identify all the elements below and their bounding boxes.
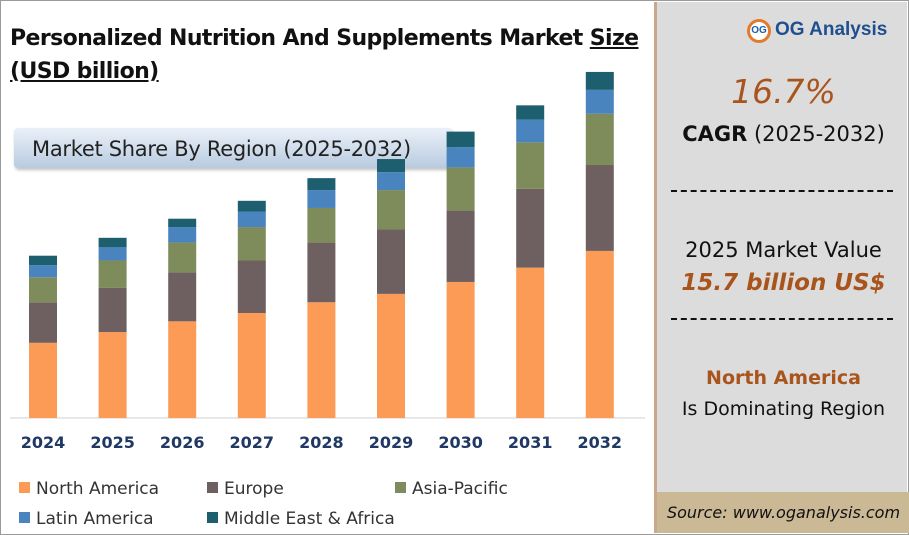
x-tick-label: 2027: [230, 433, 275, 452]
bar-segment-middle-east-africa-2026: [168, 218, 197, 228]
bar-segment-asia-pacific-2028: [307, 207, 336, 243]
dominating-text: Is Dominating Region: [681, 398, 886, 420]
bar-segment-north-america-2031: [516, 267, 545, 418]
bar-segment-latin-america-2026: [168, 227, 197, 243]
bar-segment-latin-america-2029: [377, 172, 405, 191]
bar-segment-north-america-2027: [237, 312, 266, 418]
source-bar: Source: www.oganalysis.com: [657, 492, 909, 533]
x-tick-label: 2026: [160, 433, 205, 452]
bar-segment-middle-east-africa-2030: [446, 131, 475, 148]
title-unit: (USD billion): [10, 59, 159, 84]
bar-segment-middle-east-africa-2032: [585, 71, 614, 90]
bar-segment-north-america-2032: [585, 250, 614, 418]
bar-segment-asia-pacific-2029: [377, 190, 405, 230]
cagr-label: CAGR (2025-2032): [682, 122, 885, 146]
bar-segment-north-america-2026: [168, 321, 197, 418]
bar-segment-latin-america-2030: [446, 147, 475, 168]
bar-segment-europe-2028: [307, 242, 336, 303]
market-value: 15.7 billion US$: [681, 270, 886, 296]
bar-segment-europe-2027: [237, 260, 266, 313]
bar-segment-latin-america-2027: [237, 211, 266, 228]
og-analysis-logo: OG OG Analysis: [747, 16, 897, 46]
x-tick-label: 2031: [508, 433, 553, 452]
dominating-region: North America: [706, 367, 861, 389]
bar-segment-middle-east-africa-2025: [98, 237, 127, 248]
bar-segment-europe-2026: [168, 272, 197, 322]
bar-segment-asia-pacific-2025: [98, 260, 127, 288]
bar-segment-middle-east-africa-2029: [377, 159, 405, 173]
divider: [671, 190, 893, 192]
bar-segment-middle-east-africa-2027: [237, 200, 266, 212]
bar-segment-asia-pacific-2026: [168, 242, 197, 273]
bar-segment-europe-2031: [516, 188, 545, 268]
bar-segment-europe-2024: [29, 302, 57, 343]
bar-segment-north-america-2030: [446, 281, 475, 418]
bar-segment-asia-pacific-2030: [446, 167, 475, 211]
market-value-label: 2025 Market Value: [685, 238, 882, 262]
source-text: Source: www.oganalysis.com: [666, 503, 901, 522]
logo-text: OG Analysis: [775, 19, 888, 40]
bar-segment-asia-pacific-2027: [237, 227, 266, 261]
x-tick-label: 2028: [299, 433, 344, 452]
bar-segment-europe-2032: [585, 165, 614, 251]
cagr-value: 16.7%: [731, 72, 836, 111]
bar-segment-latin-america-2031: [516, 119, 545, 143]
title-underlined-word: Size: [589, 26, 639, 51]
bar-segment-north-america-2025: [98, 332, 127, 418]
bar-segment-north-america-2029: [377, 293, 405, 418]
summary-panel: OG OG Analysis 16.7% CAGR (2025-2032) 20…: [654, 2, 909, 533]
bar-segment-europe-2025: [98, 287, 127, 333]
x-tick-label: 2025: [90, 433, 135, 452]
bar-segment-latin-america-2028: [307, 190, 336, 208]
bar-segment-europe-2029: [377, 229, 405, 294]
bar-segment-middle-east-africa-2031: [516, 105, 545, 120]
x-tick-label: 2029: [369, 433, 414, 452]
bar-segment-latin-america-2032: [585, 89, 614, 114]
logo-circle-icon: OG: [747, 19, 771, 43]
bar-segment-latin-america-2024: [29, 265, 57, 278]
bar-segment-asia-pacific-2031: [516, 142, 545, 189]
stacked-bar-chart: 2024 2025 2026 2027 2028 2029 2030 2031 2032: [10, 71, 645, 452]
subtitle-text: Market Share By Region (2025-2032): [32, 137, 411, 161]
bar-segment-asia-pacific-2024: [29, 277, 57, 303]
chart-title: Personalized Nutrition And Supplements M…: [10, 26, 639, 84]
bar-segment-latin-america-2025: [98, 247, 127, 261]
bar-segment-asia-pacific-2032: [585, 113, 614, 166]
bar-segment-middle-east-africa-2024: [29, 255, 57, 266]
bar-segment-middle-east-africa-2028: [307, 178, 336, 191]
bar-segment-north-america-2028: [307, 302, 336, 418]
bar-segment-north-america-2024: [29, 342, 57, 418]
x-tick-label: 2030: [438, 433, 483, 452]
x-tick-label: 2032: [578, 433, 623, 452]
x-tick-label: 2024: [21, 433, 66, 452]
bar-segment-europe-2030: [446, 210, 475, 282]
divider: [671, 318, 893, 320]
